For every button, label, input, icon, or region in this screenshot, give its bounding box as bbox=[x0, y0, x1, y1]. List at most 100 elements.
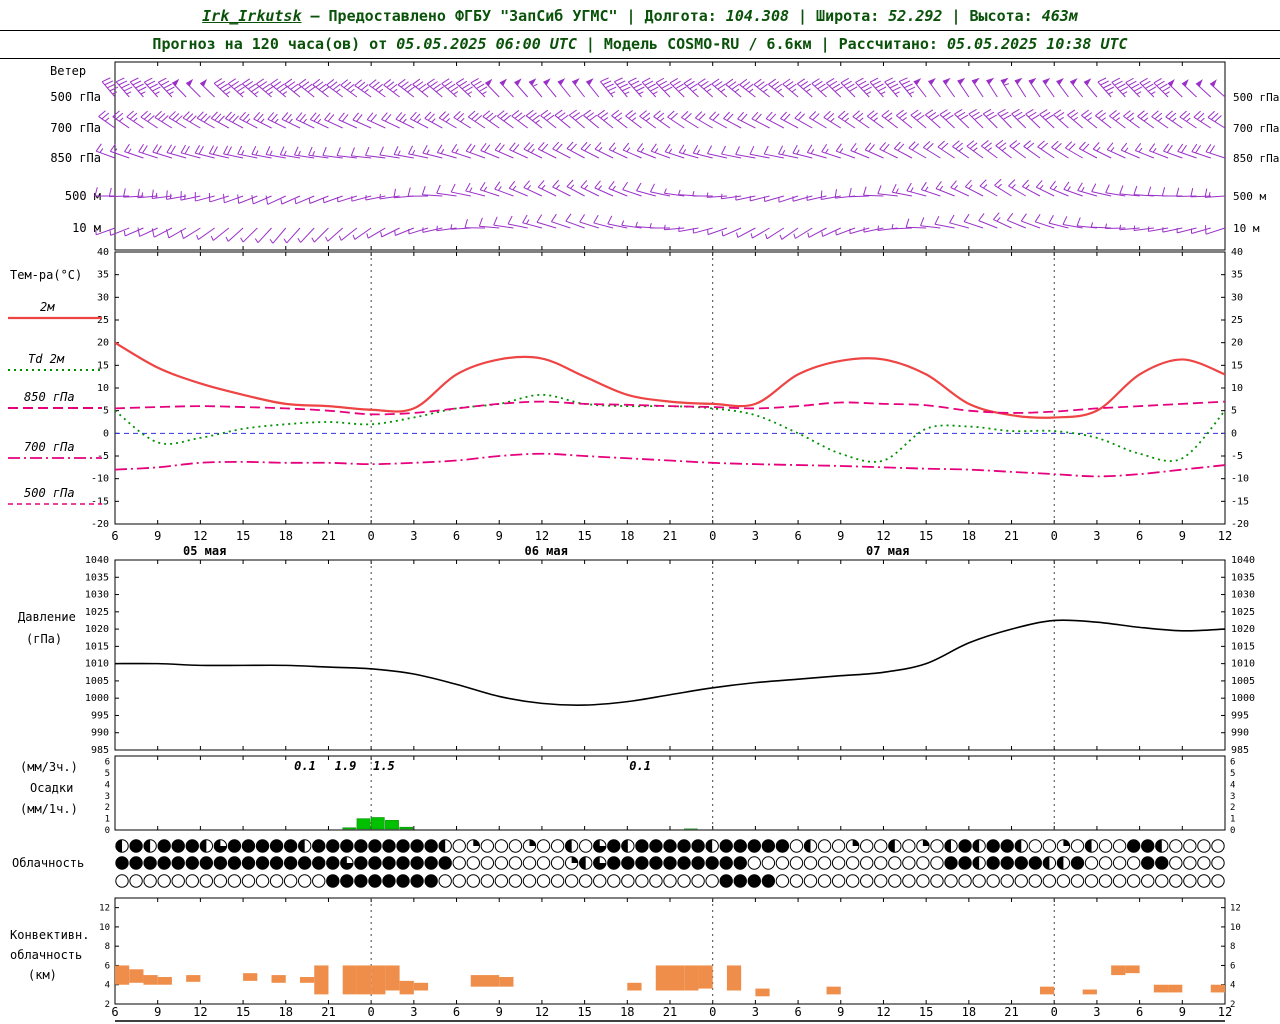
svg-text:1035: 1035 bbox=[1231, 572, 1255, 583]
svg-text:3: 3 bbox=[410, 529, 417, 543]
svg-text:6: 6 bbox=[794, 1005, 801, 1019]
svg-text:12: 12 bbox=[1218, 529, 1232, 543]
svg-text:3: 3 bbox=[752, 529, 759, 543]
svg-text:15: 15 bbox=[236, 1005, 250, 1019]
svg-text:0: 0 bbox=[1051, 1005, 1058, 1019]
separator: | bbox=[585, 35, 595, 53]
svg-text:25: 25 bbox=[1231, 315, 1243, 326]
svg-text:3: 3 bbox=[1093, 529, 1100, 543]
legend-label-t500: 500 гПа bbox=[24, 486, 75, 500]
svg-text:1025: 1025 bbox=[85, 607, 109, 618]
svg-text:9: 9 bbox=[496, 1005, 503, 1019]
svg-text:8: 8 bbox=[105, 942, 110, 952]
temperature-panel-title: Тем-ра(°C) bbox=[10, 268, 83, 282]
svg-text:35: 35 bbox=[97, 270, 109, 281]
svg-text:6: 6 bbox=[1136, 529, 1143, 543]
svg-text:3: 3 bbox=[410, 1005, 417, 1019]
separator: | bbox=[626, 7, 636, 25]
svg-text:500 гПа: 500 гПа bbox=[1233, 91, 1279, 104]
svg-text:30: 30 bbox=[97, 292, 109, 303]
svg-text:0: 0 bbox=[368, 1005, 375, 1019]
svg-text:6: 6 bbox=[1230, 758, 1235, 768]
svg-text:12: 12 bbox=[535, 529, 549, 543]
wind-level-label-10m: 10 м bbox=[72, 221, 101, 235]
svg-text:1005: 1005 bbox=[85, 676, 109, 687]
separator: | bbox=[798, 7, 808, 25]
svg-text:6: 6 bbox=[111, 529, 118, 543]
wind-level-label-700hpa: 700 гПа bbox=[50, 121, 101, 135]
svg-text:1000: 1000 bbox=[1231, 693, 1255, 704]
calc-time: 05.05.2025 10:38 UTC bbox=[946, 35, 1128, 53]
svg-text:0: 0 bbox=[1051, 529, 1058, 543]
svg-text:05 мая: 05 мая bbox=[183, 544, 226, 558]
svg-text:1040: 1040 bbox=[1231, 555, 1255, 566]
forecast-prefix: Прогноз на 120 часа(ов) от bbox=[152, 35, 388, 53]
header-dash: — bbox=[310, 7, 320, 25]
convective-panel-title-1: Конвективн. bbox=[10, 928, 90, 942]
svg-text:12: 12 bbox=[193, 1005, 207, 1019]
svg-text:985: 985 bbox=[91, 745, 109, 756]
svg-text:2: 2 bbox=[1230, 803, 1235, 813]
svg-text:15: 15 bbox=[919, 529, 933, 543]
svg-text:8: 8 bbox=[1230, 942, 1235, 952]
svg-text:18: 18 bbox=[962, 1005, 976, 1019]
svg-text:18: 18 bbox=[279, 1005, 293, 1019]
svg-text:990: 990 bbox=[1231, 728, 1249, 739]
svg-text:20: 20 bbox=[1231, 338, 1243, 349]
model-label: Модель bbox=[603, 35, 659, 53]
svg-text:6: 6 bbox=[453, 529, 460, 543]
precip-panel-title: Осадки bbox=[30, 781, 74, 795]
svg-text:1000: 1000 bbox=[85, 693, 109, 704]
svg-text:0: 0 bbox=[1231, 428, 1237, 439]
svg-text:1030: 1030 bbox=[1231, 590, 1255, 601]
svg-text:0.1: 0.1 bbox=[294, 759, 316, 773]
svg-text:07 мая: 07 мая bbox=[866, 544, 909, 558]
longitude-label: Долгота: bbox=[644, 7, 717, 25]
svg-text:21: 21 bbox=[663, 1005, 677, 1019]
svg-text:6: 6 bbox=[105, 961, 110, 971]
svg-text:10: 10 bbox=[97, 383, 109, 394]
svg-text:15: 15 bbox=[577, 1005, 591, 1019]
wind-panel-title: Ветер bbox=[50, 64, 87, 78]
svg-text:1: 1 bbox=[105, 815, 110, 825]
svg-text:700 гПа: 700 гПа bbox=[1233, 122, 1279, 135]
svg-text:4: 4 bbox=[1230, 780, 1235, 790]
svg-text:12: 12 bbox=[99, 904, 110, 914]
svg-text:6: 6 bbox=[1136, 1005, 1143, 1019]
svg-text:21: 21 bbox=[321, 1005, 335, 1019]
svg-text:990: 990 bbox=[91, 728, 109, 739]
svg-text:5: 5 bbox=[1230, 769, 1235, 779]
header-divider-2 bbox=[0, 58, 1280, 59]
calc-label: Рассчитано: bbox=[838, 35, 938, 53]
svg-text:850 гПа: 850 гПа bbox=[1233, 152, 1279, 165]
svg-text:-15: -15 bbox=[91, 496, 109, 507]
run-time: 05.05.2025 06:00 UTC bbox=[396, 35, 577, 53]
svg-text:12: 12 bbox=[1218, 1005, 1232, 1019]
svg-text:40: 40 bbox=[97, 247, 109, 258]
latitude-value: 52.292 bbox=[888, 7, 943, 25]
svg-text:-5: -5 bbox=[97, 451, 109, 462]
wind-level-label-850hpa: 850 гПа bbox=[50, 151, 101, 165]
svg-text:12: 12 bbox=[535, 1005, 549, 1019]
svg-text:1: 1 bbox=[1230, 815, 1235, 825]
svg-text:1035: 1035 bbox=[85, 572, 109, 583]
svg-text:0: 0 bbox=[709, 529, 716, 543]
svg-text:10: 10 bbox=[1230, 923, 1241, 933]
svg-text:5: 5 bbox=[1231, 406, 1237, 417]
svg-text:9: 9 bbox=[154, 1005, 161, 1019]
header-line-2: Прогноз на 120 часа(ов) от 05.05.2025 06… bbox=[0, 35, 1280, 53]
svg-text:15: 15 bbox=[577, 529, 591, 543]
svg-text:5: 5 bbox=[103, 406, 109, 417]
svg-text:21: 21 bbox=[663, 529, 677, 543]
svg-text:21: 21 bbox=[321, 529, 335, 543]
svg-text:-5: -5 bbox=[1231, 451, 1243, 462]
svg-text:9: 9 bbox=[1179, 529, 1186, 543]
svg-text:5: 5 bbox=[105, 769, 110, 779]
station-name: Irk_Irkutsk bbox=[202, 7, 302, 25]
svg-text:2: 2 bbox=[1230, 1000, 1235, 1010]
svg-text:15: 15 bbox=[919, 1005, 933, 1019]
svg-text:2: 2 bbox=[105, 803, 110, 813]
svg-text:0: 0 bbox=[105, 826, 110, 836]
svg-text:1010: 1010 bbox=[1231, 659, 1255, 670]
